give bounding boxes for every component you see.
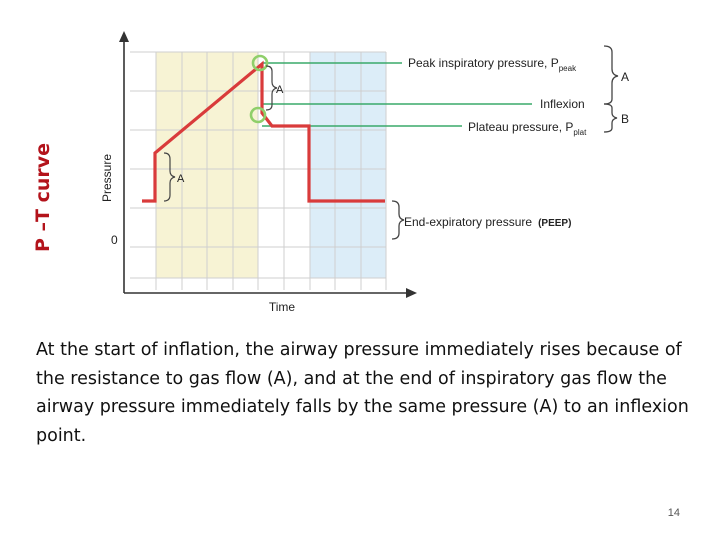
fall-brace bbox=[265, 65, 278, 111]
brace-a-label: A bbox=[621, 70, 629, 84]
expiration-band bbox=[310, 52, 386, 278]
peak-marker bbox=[251, 54, 269, 72]
x-axis-label: Time bbox=[269, 300, 296, 314]
inflexion-marker bbox=[249, 106, 267, 124]
rise-brace bbox=[163, 152, 176, 202]
inflexion-label: Inflexion bbox=[540, 97, 585, 111]
x-axis-arrow bbox=[406, 288, 417, 298]
peak-pressure-label: Peak inspiratory pressure, Ppeak bbox=[408, 56, 577, 73]
leader-lines bbox=[262, 62, 532, 127]
axes bbox=[123, 38, 410, 294]
fall-brace-label: A bbox=[276, 84, 284, 96]
brace-b-label: B bbox=[621, 112, 629, 126]
brace-a bbox=[603, 45, 619, 105]
explanation-text: At the start of inflation, the airway pr… bbox=[36, 340, 689, 446]
zero-tick-label: 0 bbox=[111, 233, 118, 247]
y-axis-arrow bbox=[119, 31, 129, 42]
pressure-curve bbox=[142, 60, 385, 203]
y-axis-label: Pressure bbox=[100, 154, 114, 202]
pressure-time-diagram: Pressure Time 0 A A Peak inspiratory pre… bbox=[100, 31, 629, 314]
page-number: 14 bbox=[667, 507, 680, 519]
peep-label: End-expiratory pressure (PEEP) bbox=[404, 215, 571, 229]
rise-brace-label: A bbox=[177, 173, 185, 185]
plateau-pressure-label: Plateau pressure, Pplat bbox=[468, 120, 587, 137]
peep-brace bbox=[391, 200, 405, 240]
brace-b bbox=[603, 103, 618, 133]
